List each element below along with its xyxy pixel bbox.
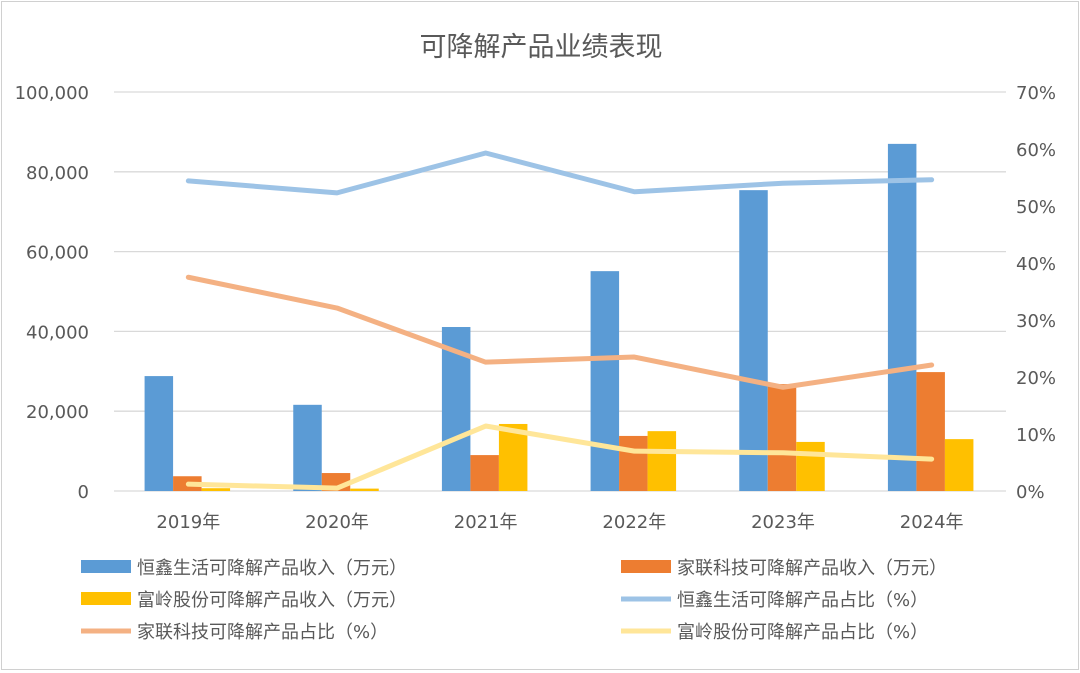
legend-label: 家联科技可降解产品收入（万元）: [677, 558, 947, 579]
bar: [293, 405, 322, 491]
bar: [648, 431, 677, 491]
bar: [916, 372, 945, 491]
bar: [591, 271, 620, 491]
x-tick-label: 2024年: [900, 512, 964, 533]
bar: [145, 376, 174, 491]
right-tick-label: 0%: [1016, 482, 1045, 503]
bar: [202, 488, 231, 491]
right-tick-label: 40%: [1016, 254, 1056, 275]
right-tick-label: 10%: [1016, 425, 1056, 446]
right-tick-label: 60%: [1016, 140, 1056, 161]
legend-label: 恒鑫生活可降解产品收入（万元）: [137, 558, 407, 579]
legend-label: 恒鑫生活可降解产品占比（%）: [677, 590, 928, 611]
bar: [619, 436, 648, 491]
legend-label: 富岭股份可降解产品占比（%）: [677, 622, 928, 643]
right-tick-label: 30%: [1016, 311, 1056, 332]
legend-label: 家联科技可降解产品占比（%）: [137, 622, 388, 643]
x-tick-label: 2023年: [751, 512, 815, 533]
bar: [945, 439, 974, 491]
left-tick-label: 60,000: [26, 243, 89, 264]
right-tick-label: 20%: [1016, 368, 1056, 389]
legend-swatch: [81, 592, 131, 605]
x-tick-label: 2020年: [305, 512, 369, 533]
right-tick-label: 50%: [1016, 197, 1056, 218]
bar: [470, 455, 499, 491]
left-tick-label: 80,000: [26, 163, 89, 184]
left-tick-label: 20,000: [26, 402, 89, 423]
left-tick-label: 100,000: [15, 83, 89, 104]
left-tick-label: 40,000: [26, 322, 89, 343]
x-tick-label: 2019年: [156, 512, 220, 533]
bar: [350, 489, 379, 491]
bar: [768, 384, 797, 491]
legend-swatch: [621, 560, 671, 573]
legend-label: 富岭股份可降解产品收入（万元）: [137, 590, 407, 611]
bar: [888, 144, 917, 491]
x-tick-label: 2021年: [454, 512, 518, 533]
x-tick-label: 2022年: [602, 512, 666, 533]
right-tick-label: 70%: [1016, 83, 1056, 104]
chart-title: 可降解产品业绩表现: [420, 32, 663, 63]
bar: [739, 190, 768, 491]
left-tick-label: 0: [78, 482, 89, 503]
series-line: [188, 153, 931, 193]
series-line: [188, 277, 931, 387]
bar: [796, 442, 825, 491]
legend-swatch: [81, 560, 131, 573]
